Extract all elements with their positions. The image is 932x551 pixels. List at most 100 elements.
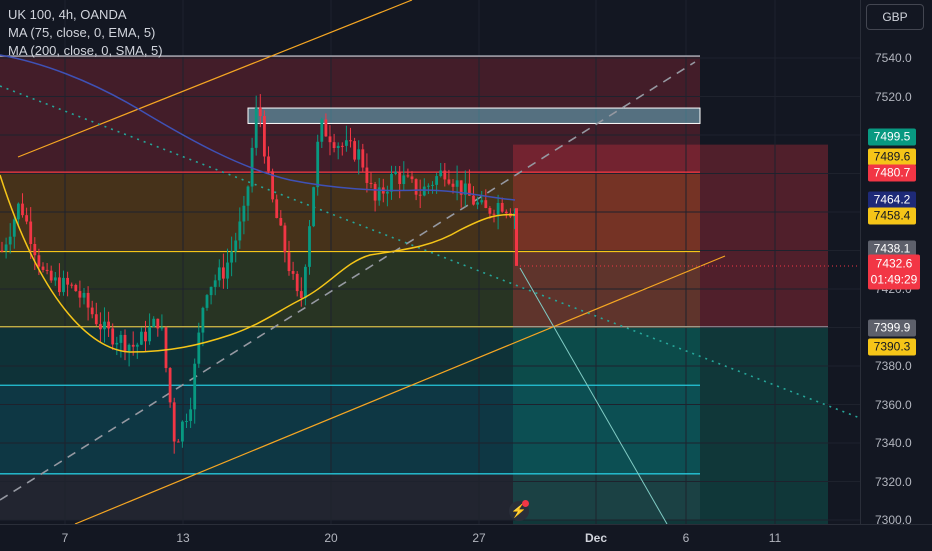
candle [484,189,488,209]
candle [230,236,233,277]
candle [176,438,180,443]
price-tag: 7464.2 [868,191,916,209]
candle-body [283,225,287,253]
time-tick-label: 6 [682,531,690,545]
candle-body [299,291,303,298]
candle [222,253,225,289]
candle [476,196,479,210]
candle [0,241,4,253]
candle [271,168,274,203]
candle-body [250,147,254,187]
candle [103,307,106,343]
ma200-label[interactable]: MA (200, close, 0, SMA, 5) [8,43,163,58]
candle-body [140,331,143,345]
candle [246,185,250,221]
candle-body [349,140,352,142]
candle [185,413,188,429]
candle-body [164,327,168,369]
price-chart[interactable] [0,0,860,524]
candle [406,168,410,178]
candle-body [472,195,475,205]
candle-body [226,262,229,279]
candle-body [316,141,320,188]
time-axis[interactable]: 7 13 20 27 Dec 6 11 [0,524,932,551]
zone-teal [0,326,700,386]
candle-body [25,215,28,222]
lightning-icon[interactable]: ⚡ [509,501,529,521]
candle-body [12,219,16,237]
candle-body [185,421,188,423]
candle [459,180,463,208]
price-tag: 7458.4 [868,207,916,225]
candle [135,342,139,359]
candle-body [254,107,258,148]
time-tick-label: 13 [176,531,190,545]
candle-body [500,202,504,212]
candle-body [238,221,242,241]
candle-body [131,344,135,347]
candle [74,283,78,292]
candle-body [468,183,471,196]
candle [275,194,279,219]
ma75-line [0,174,516,353]
candle [287,240,291,276]
candle [263,110,266,164]
time-tick-label: 7 [61,531,69,545]
candle [156,318,160,337]
candle-body [70,284,74,286]
candle-body [53,277,57,281]
candle-body [111,328,115,345]
candle-body [263,116,266,157]
projection-line [519,267,668,524]
candle-body [312,187,315,227]
candle-body [0,250,4,252]
candle-body [422,186,426,196]
symbol-label[interactable]: UK 100, 4h, OANDA [8,7,127,22]
candle [258,94,262,128]
price-tick-label: 7320.0 [875,474,912,489]
ma75-label[interactable]: MA (75, close, 0, EMA, 5) [8,25,156,40]
price-tick-label: 7340.0 [875,436,912,450]
candle-body [275,199,279,219]
candle-body [394,171,397,174]
candle-body [463,183,467,195]
bar-countdown: 01:49:29 [870,272,918,287]
candle [312,186,315,228]
candle-body [455,180,459,187]
candle-body [451,183,455,187]
candle-body [480,200,484,203]
candle [209,286,213,305]
candle [279,210,283,227]
candle-body [336,145,340,149]
last-price-value: 7432.6 [875,256,913,271]
candle-body [443,170,447,180]
candle-body [197,332,201,364]
candle-body [78,291,82,298]
candle [94,302,98,327]
candle-body [90,307,94,315]
candle-body [427,185,430,187]
price-tag: 7489.6 [868,148,916,166]
candle-body [476,202,479,205]
candle-body [496,202,500,215]
candle-body [37,255,41,267]
candle-body [82,292,86,298]
candle [447,169,451,186]
candle-body [176,441,180,443]
candle [267,146,270,174]
candle [250,137,254,193]
candle [357,140,361,175]
candle-body [304,266,307,298]
candle [12,214,16,249]
candle [205,294,209,311]
candle [115,336,119,356]
candle-body [41,266,45,270]
candle [451,179,455,194]
candle [336,142,340,160]
candle [123,329,127,361]
candle [340,142,344,156]
candle-body [217,267,221,281]
currency-button[interactable]: GBP [866,4,924,30]
candle-body [135,344,139,347]
candle [8,223,12,254]
